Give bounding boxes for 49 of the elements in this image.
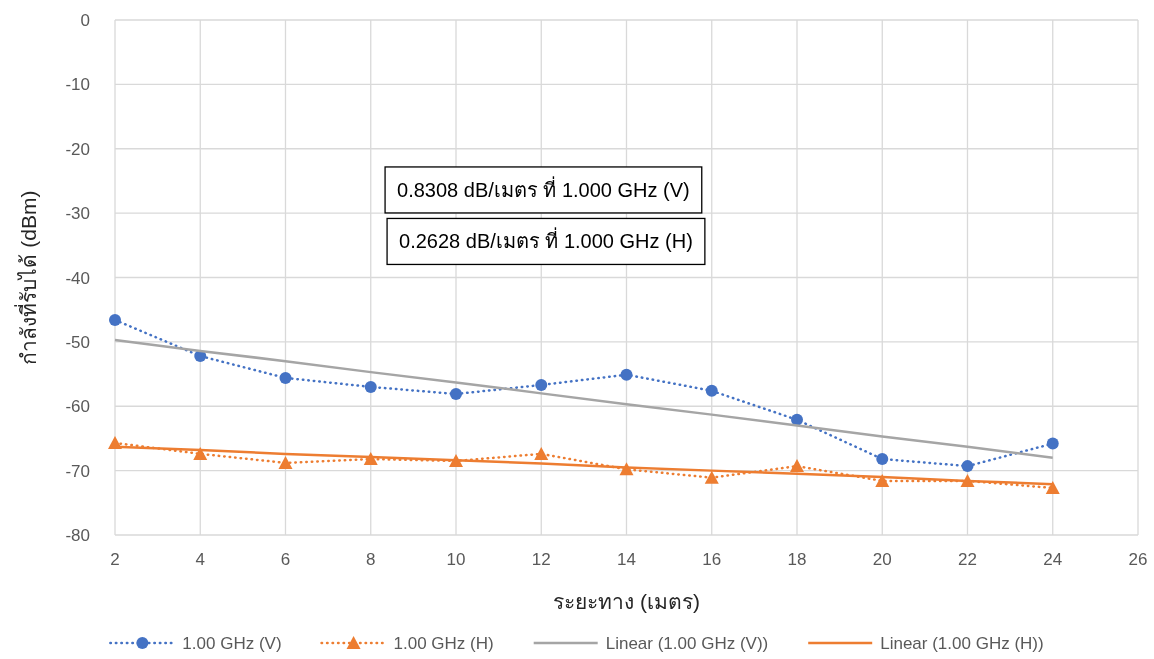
legend-label: 1.00 GHz (H) xyxy=(393,634,494,653)
y-tick-label: -70 xyxy=(65,461,90,481)
x-tick-label: 22 xyxy=(958,550,977,569)
point xyxy=(278,455,293,469)
point xyxy=(535,379,548,392)
point xyxy=(961,460,974,473)
y-tick-label: -40 xyxy=(65,268,90,288)
annotation: 0.2628 dB/เมตร ที่ 1.000 GHz (H) xyxy=(399,227,693,253)
point xyxy=(1046,437,1059,450)
point xyxy=(876,453,889,466)
y-tick-label: -30 xyxy=(65,204,90,224)
point xyxy=(534,446,549,460)
point xyxy=(1045,481,1060,495)
x-tick-label: 16 xyxy=(702,550,722,569)
x-tick-label: 14 xyxy=(617,550,636,569)
x-tick-label: 10 xyxy=(446,550,466,569)
point xyxy=(791,413,803,426)
y-axis-title: กำลังที่รับได้ (dBm) xyxy=(14,190,40,365)
x-tick-label: 26 xyxy=(1128,550,1148,569)
y-tick-label: -80 xyxy=(65,526,90,545)
point xyxy=(875,473,890,487)
annotation: 0.8308 dB/เมตร ที่ 1.000 GHz (V) xyxy=(397,175,690,201)
point xyxy=(364,380,377,393)
point xyxy=(193,446,208,460)
y-tick-label: 0 xyxy=(80,11,90,30)
legend-label: Linear (1.00 GHz (V)) xyxy=(605,634,769,653)
y-tick-label: -20 xyxy=(65,139,90,159)
y-tick-label: -50 xyxy=(65,332,90,352)
y-tick-label: -60 xyxy=(65,397,90,417)
x-tick-label: 24 xyxy=(1043,550,1063,569)
x-tick-label: 18 xyxy=(787,550,807,569)
point xyxy=(109,313,121,326)
x-tick-label: 8 xyxy=(366,550,376,569)
legend-label: Linear (1.00 GHz (H)) xyxy=(880,634,1044,653)
x-tick-label: 2 xyxy=(110,550,120,569)
x-tick-label: 12 xyxy=(531,550,551,569)
x-tick-label: 4 xyxy=(195,550,205,569)
legend-label: 1.00 GHz (V) xyxy=(182,634,282,653)
point xyxy=(279,371,292,384)
point xyxy=(704,470,719,484)
point xyxy=(790,459,804,473)
point xyxy=(450,388,462,401)
x-tick-label: 6 xyxy=(280,550,291,569)
line-series xyxy=(113,338,1054,459)
y-tick-label: -10 xyxy=(65,75,90,95)
point xyxy=(705,384,718,397)
point xyxy=(620,368,633,381)
x-axis-title: ระยะทาง (เมตร) xyxy=(553,590,700,613)
x-tick-label: 20 xyxy=(872,550,892,569)
